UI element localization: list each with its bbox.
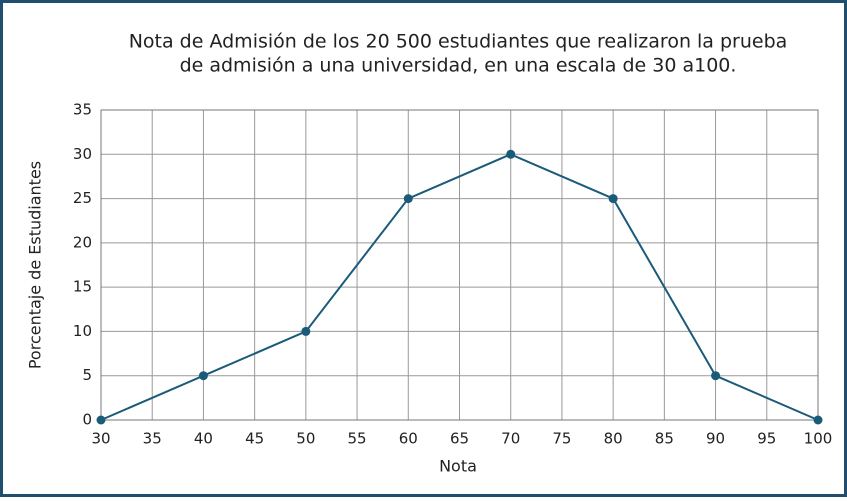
x-tick-label: 30: [91, 430, 110, 448]
chart-title: Nota de Admisión de los 20 500 estudiant…: [129, 31, 788, 53]
y-tick-label: 30: [73, 145, 92, 163]
x-tick-label: 50: [296, 430, 315, 448]
x-tick-label: 45: [245, 430, 264, 448]
y-tick-label: 10: [73, 322, 92, 340]
y-tick-label: 15: [73, 278, 92, 296]
x-tick-label: 85: [655, 430, 674, 448]
x-tick-label: 95: [757, 430, 776, 448]
x-tick-label: 100: [804, 430, 833, 448]
x-tick-label: 90: [706, 430, 725, 448]
line: [100, 153, 819, 421]
point: [506, 149, 516, 159]
y-tick-label: 0: [82, 411, 92, 429]
point: [813, 415, 823, 425]
point: [403, 194, 413, 204]
y-tick-label: 5: [82, 366, 92, 384]
point: [198, 371, 208, 381]
x-tick-label: 75: [552, 430, 571, 448]
x-tick-label: 80: [604, 430, 623, 448]
chart-title: de admisión a una universidad, en una es…: [180, 55, 737, 77]
x-tick-label: 60: [399, 430, 418, 448]
point: [711, 371, 721, 381]
x-tick-label: 55: [348, 430, 367, 448]
x-tick-label: 35: [143, 430, 162, 448]
x-axis-label: Nota: [439, 457, 477, 476]
x-tick-label: 40: [194, 430, 213, 448]
point: [608, 194, 618, 204]
point: [301, 326, 311, 336]
y-tick-label: 35: [73, 101, 92, 119]
y-tick-label: 25: [73, 189, 92, 207]
y-axis-label: Porcentaje de Estudiantes: [26, 161, 45, 369]
x-tick-label: 65: [450, 430, 469, 448]
y-tick-label: 20: [73, 233, 92, 251]
plot-border: [100, 109, 819, 421]
x-tick-label: 70: [501, 430, 520, 448]
point: [96, 415, 106, 425]
